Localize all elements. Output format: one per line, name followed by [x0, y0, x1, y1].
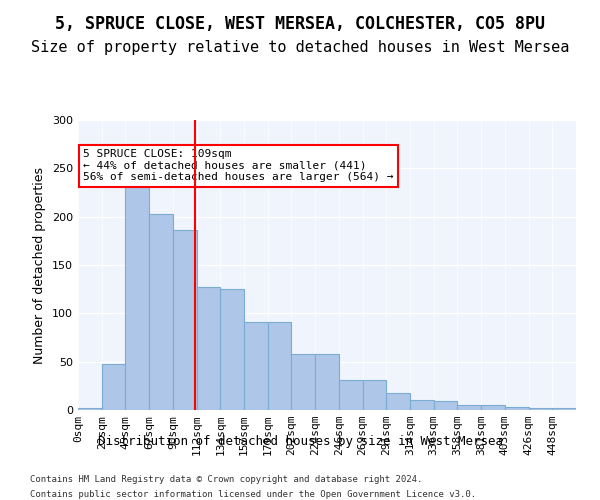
Bar [481, 405, 505, 410]
Text: Contains HM Land Registry data © Crown copyright and database right 2024.: Contains HM Land Registry data © Crown c… [30, 475, 422, 484]
Bar [339, 380, 362, 410]
Bar [457, 405, 481, 410]
Bar [529, 408, 552, 410]
Text: Size of property relative to detached houses in West Mersea: Size of property relative to detached ho… [31, 40, 569, 55]
Bar [125, 186, 149, 410]
Bar [552, 408, 576, 410]
Bar [244, 322, 268, 410]
Bar [197, 287, 220, 410]
Bar [268, 322, 292, 410]
Bar [362, 380, 386, 410]
Bar [505, 407, 529, 410]
Bar [220, 289, 244, 410]
Bar [173, 230, 197, 410]
Bar [78, 408, 102, 410]
Text: 5 SPRUCE CLOSE: 109sqm
← 44% of detached houses are smaller (441)
56% of semi-de: 5 SPRUCE CLOSE: 109sqm ← 44% of detached… [83, 149, 394, 182]
Bar [410, 400, 434, 410]
Bar [292, 354, 315, 410]
Text: 5, SPRUCE CLOSE, WEST MERSEA, COLCHESTER, CO5 8PU: 5, SPRUCE CLOSE, WEST MERSEA, COLCHESTER… [55, 15, 545, 33]
Bar [149, 214, 173, 410]
Bar [434, 402, 457, 410]
Y-axis label: Number of detached properties: Number of detached properties [34, 166, 46, 364]
Text: Distribution of detached houses by size in West Mersea: Distribution of detached houses by size … [97, 435, 503, 448]
Bar [315, 354, 339, 410]
Text: Contains public sector information licensed under the Open Government Licence v3: Contains public sector information licen… [30, 490, 476, 499]
Bar [386, 392, 410, 410]
Bar [102, 364, 125, 410]
